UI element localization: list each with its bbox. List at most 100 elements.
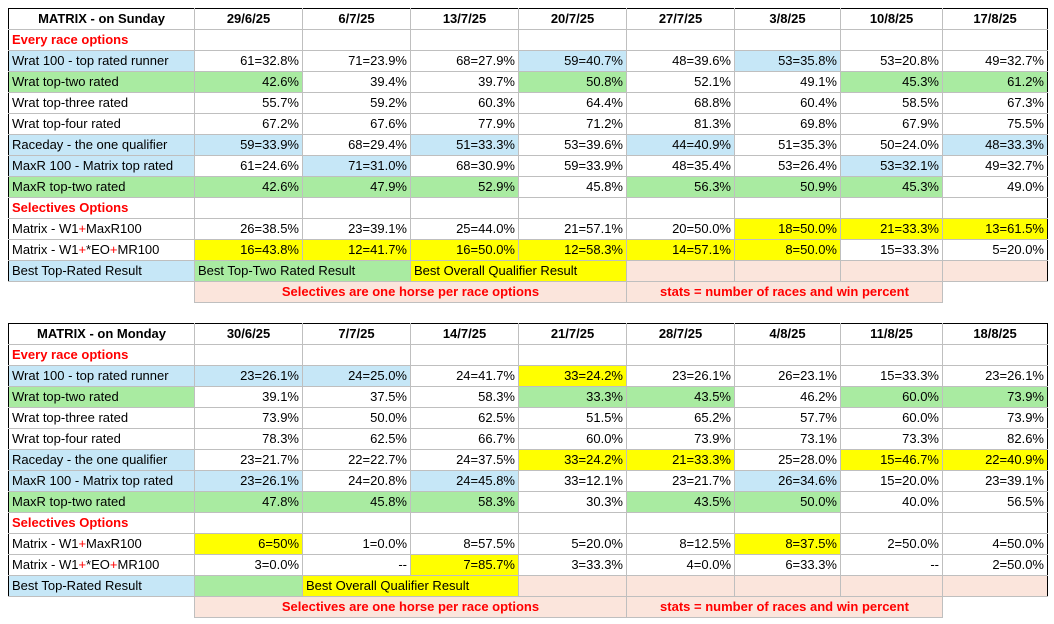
cell: 61=24.6%: [194, 155, 303, 177]
cell: 78.3%: [194, 428, 303, 450]
cell: 8=37.5%: [734, 533, 841, 555]
cell: 24=41.7%: [410, 365, 519, 387]
cell: 42.6%: [194, 71, 303, 93]
column-header: 3/8/25: [734, 8, 841, 30]
cell: 45.3%: [840, 176, 943, 198]
cell: 50.8%: [518, 71, 627, 93]
legend-row: Best Top-Rated Result Best Top-Two Rated…: [8, 260, 1048, 282]
cell: 62.5%: [302, 428, 411, 450]
table-row: Raceday - the one qualifier 59=33.9% 68=…: [8, 134, 1048, 156]
column-header: 13/7/25: [410, 8, 519, 30]
cell: 30.3%: [518, 491, 627, 513]
section-row: Selectives Options: [8, 512, 1048, 534]
cell: 67.9%: [840, 113, 943, 135]
cell: 68=29.4%: [302, 134, 411, 156]
cell: 59=33.9%: [194, 134, 303, 156]
cell: 58.3%: [410, 386, 519, 408]
row-label: Wrat top-two rated: [8, 386, 195, 408]
cell: 60.0%: [518, 428, 627, 450]
legend-best-top-rated: Best Top-Rated Result: [8, 575, 195, 597]
column-header: 6/7/25: [302, 8, 411, 30]
row-label: Wrat 100 - top rated runner: [8, 50, 195, 72]
note-selectives: Selectives are one horse per race option…: [194, 281, 627, 303]
cell: 67.6%: [302, 113, 411, 135]
row-label: Raceday - the one qualifier: [8, 449, 195, 471]
row-label: Wrat top-three rated: [8, 92, 195, 114]
table-row: Wrat top-two rated 42.6% 39.4% 39.7% 50.…: [8, 71, 1048, 93]
cell: 26=34.6%: [734, 470, 841, 492]
cell: 1=0.0%: [302, 533, 411, 555]
cell: 5=20.0%: [942, 239, 1048, 261]
cell: 25=28.0%: [734, 449, 841, 471]
cell: 73.9%: [942, 386, 1048, 408]
cell: 13=61.5%: [942, 218, 1048, 240]
cell: 20=50.0%: [626, 218, 735, 240]
cell: 51.5%: [518, 407, 627, 429]
table-title: MATRIX - on Monday: [8, 323, 195, 345]
cell: 61=32.8%: [194, 50, 303, 72]
row-label: Wrat top-two rated: [8, 71, 195, 93]
cell: 22=40.9%: [942, 449, 1048, 471]
cell: 62.5%: [410, 407, 519, 429]
cell: 16=43.8%: [194, 239, 303, 261]
cell: 82.6%: [942, 428, 1048, 450]
cell: 71=23.9%: [302, 50, 411, 72]
table-row: Matrix - W1+MaxR100 26=38.5% 23=39.1% 25…: [8, 218, 1048, 240]
row-label: Matrix - W1+MaxR100: [8, 218, 195, 240]
row-label: Matrix - W1+*EO+MR100: [8, 239, 195, 261]
cell: 43.5%: [626, 386, 735, 408]
table-row: MaxR top-two rated 42.6% 47.9% 52.9% 45.…: [8, 176, 1048, 198]
section-row: Every race options: [8, 29, 1048, 51]
cell: 60.3%: [410, 92, 519, 114]
cell: 68=27.9%: [410, 50, 519, 72]
row-label: Raceday - the one qualifier: [8, 134, 195, 156]
cell: 47.8%: [194, 491, 303, 513]
row-label: Matrix - W1+MaxR100: [8, 533, 195, 555]
cell: 33.3%: [518, 386, 627, 408]
cell: 81.3%: [626, 113, 735, 135]
table-row: MaxR 100 - Matrix top rated 61=24.6% 71=…: [8, 155, 1048, 177]
cell: 39.1%: [194, 386, 303, 408]
cell: 37.5%: [302, 386, 411, 408]
cell: 50.0%: [302, 407, 411, 429]
cell: 53=32.1%: [840, 155, 943, 177]
header-row: MATRIX - on Sunday 29/6/25 6/7/25 13/7/2…: [8, 8, 1048, 30]
cell: 56.5%: [942, 491, 1048, 513]
cell: --: [840, 554, 943, 576]
row-label: MaxR 100 - Matrix top rated: [8, 155, 195, 177]
table-row: Wrat 100 - top rated runner 61=32.8% 71=…: [8, 50, 1048, 72]
cell: 16=50.0%: [410, 239, 519, 261]
cell: 71=31.0%: [302, 155, 411, 177]
cell: 4=50.0%: [942, 533, 1048, 555]
table-row: Wrat top-three rated 73.9% 50.0% 62.5% 5…: [8, 407, 1048, 429]
legend-best-top-rated: Best Top-Rated Result: [8, 260, 195, 282]
cell: 12=58.3%: [518, 239, 627, 261]
cell: 33=24.2%: [518, 449, 627, 471]
cell: 45.3%: [840, 71, 943, 93]
cell: 50=24.0%: [840, 134, 943, 156]
cell: 69.8%: [734, 113, 841, 135]
row-label: Matrix - W1+*EO+MR100: [8, 554, 195, 576]
cell: 49=32.7%: [942, 155, 1048, 177]
cell: 68.8%: [626, 92, 735, 114]
cell: 6=50%: [194, 533, 303, 555]
cell: 25=44.0%: [410, 218, 519, 240]
cell: 73.9%: [942, 407, 1048, 429]
row-label: MaxR top-two rated: [8, 176, 195, 198]
table-title: MATRIX - on Sunday: [8, 8, 195, 30]
cell: 73.9%: [194, 407, 303, 429]
column-header: 29/6/25: [194, 8, 303, 30]
cell: 15=46.7%: [840, 449, 943, 471]
cell: 39.4%: [302, 71, 411, 93]
table-row: Matrix - W1+*EO+MR100 3=0.0% -- 7=85.7% …: [8, 554, 1048, 576]
column-header: 4/8/25: [734, 323, 841, 345]
cell: 53=39.6%: [518, 134, 627, 156]
cell: 61.2%: [942, 71, 1048, 93]
cell: 64.4%: [518, 92, 627, 114]
monday-matrix-table: MATRIX - on Monday 30/6/25 7/7/25 14/7/2…: [8, 323, 1048, 618]
column-header: 10/8/25: [840, 8, 943, 30]
cell: 46.2%: [734, 386, 841, 408]
cell: 24=25.0%: [302, 365, 411, 387]
cell: 48=39.6%: [626, 50, 735, 72]
cell: 53=20.8%: [840, 50, 943, 72]
